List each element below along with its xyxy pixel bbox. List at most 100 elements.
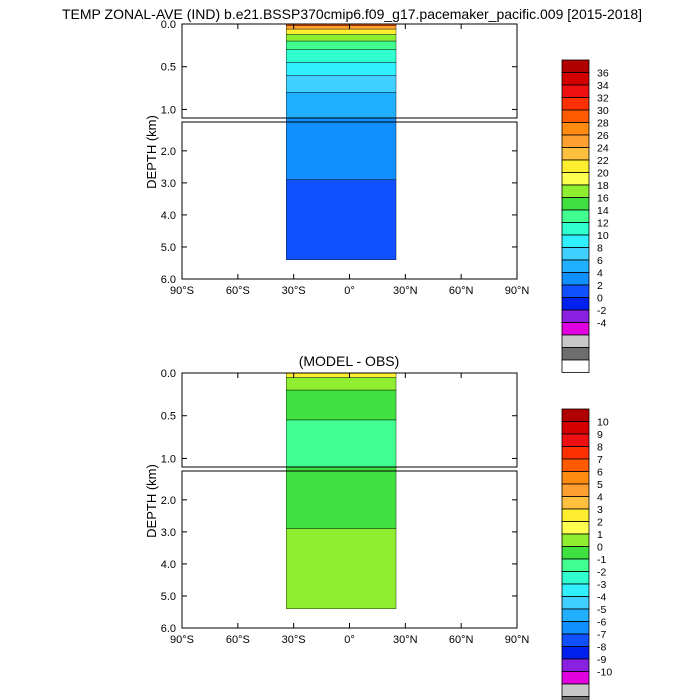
colorbar-label: 8 [597, 442, 603, 454]
x-tick-label: 30°S [282, 285, 306, 297]
colorbar-label: -7 [597, 629, 606, 641]
x-tick-label: 60°N [449, 285, 474, 297]
plots: 0.00.51.02.03.04.05.06.090°S 60°S 30°S 0° 30… [144, 19, 612, 700]
colorbar-swatch [561, 658, 590, 672]
contour-band [286, 49, 397, 63]
y-tick-label: 6.0 [161, 274, 176, 286]
colorbar-swatch [561, 583, 590, 597]
y-tick-label: 1.0 [161, 104, 176, 116]
colorbar-swatch [561, 284, 590, 298]
contour-band [286, 40, 397, 50]
contour-band [286, 92, 397, 119]
y-tick-label: 2.0 [161, 495, 176, 507]
contour-band [286, 389, 397, 421]
colorbar-swatch [561, 309, 590, 323]
contour-band [286, 466, 397, 529]
colorbar-swatch [561, 322, 590, 336]
chart-2: (MODEL - OBS)0.00.51.02.03.04.05.06.090°… [144, 353, 612, 700]
colorbar-label: 30 [597, 105, 609, 117]
y-tick-label: 3.0 [161, 527, 176, 539]
x-tick-label: 0° [344, 634, 355, 646]
colorbar-label: 7 [597, 454, 603, 466]
colorbar-label: 9 [597, 429, 603, 441]
colorbar-swatch [561, 446, 590, 460]
colorbar-swatch [561, 558, 590, 572]
colorbar-swatch [561, 696, 590, 700]
colorbar-label: -1 [597, 554, 606, 566]
colorbar-label: 2 [597, 280, 603, 292]
colorbar-label: 14 [597, 205, 609, 217]
x-tick-label: 30°S [282, 634, 306, 646]
colorbar-label: -9 [597, 654, 606, 666]
y-tick-label: 0.5 [161, 62, 176, 74]
colorbar-swatch [561, 471, 590, 485]
colorbar-swatch [561, 646, 590, 660]
colorbar-swatch [561, 134, 590, 148]
colorbar-swatch [561, 72, 590, 86]
colorbar-swatch [561, 596, 590, 610]
colorbar-swatch [561, 546, 590, 560]
colorbar-label: 10 [597, 230, 609, 242]
colorbar-swatch [561, 247, 590, 261]
colorbar-label: 34 [597, 80, 609, 92]
colorbar-label: 4 [597, 268, 603, 280]
y-tick-label: 2.0 [161, 146, 176, 158]
y-tick-label: 3.0 [161, 178, 176, 190]
colorbar-label: 0 [597, 542, 603, 554]
colorbar-label: 12 [597, 218, 609, 230]
colorbar-label: 3 [597, 504, 603, 516]
colorbar-label: 6 [597, 467, 603, 479]
y-tick-label: 1.0 [161, 453, 176, 465]
colorbar-swatch [561, 184, 590, 198]
colorbar-swatch [561, 347, 590, 361]
colorbar-label: 22 [597, 155, 609, 167]
colorbar-label: 32 [597, 93, 609, 105]
x-tick-label: 90°S [170, 285, 194, 297]
colorbar-label: -3 [597, 579, 606, 591]
colorbar-swatch [561, 571, 590, 585]
colorbar-label: -5 [597, 604, 606, 616]
colorbar-swatch [561, 621, 590, 635]
colorbar-label: 1 [597, 529, 603, 541]
x-tick-label: 90°N [505, 634, 530, 646]
contour-band [286, 528, 397, 609]
contour-band [286, 372, 397, 378]
y-tick-label: 5.0 [161, 242, 176, 254]
colorbar-swatch [561, 683, 590, 697]
colorbar-swatch [561, 234, 590, 248]
chart-1: 0.0 0.5 1.0 2.0 3.0 4.0 5.0 6.090°S 60°S 30°S 0° 30… [144, 19, 609, 373]
colorbar-swatch [561, 59, 590, 73]
colorbar-label: 24 [597, 143, 609, 155]
colorbar-label: 4 [597, 492, 603, 504]
colorbar-swatch [561, 172, 590, 186]
x-tick-label: 60°S [226, 634, 250, 646]
colorbar-label: -8 [597, 642, 606, 654]
colorbar-swatch [561, 84, 590, 98]
x-tick-label: 30°N [393, 285, 418, 297]
colorbar-swatch [561, 297, 590, 311]
colorbar-swatch [561, 359, 590, 373]
y-tick-label: 4.0 [161, 210, 176, 222]
colorbar-swatch [561, 533, 590, 547]
colorbar-swatch [561, 483, 590, 497]
contour-band [286, 34, 397, 42]
contour-band [286, 75, 397, 93]
colorbar-label: 16 [597, 193, 609, 205]
colorbar-label: 5 [597, 479, 603, 491]
colorbar-swatch [561, 458, 590, 472]
colorbar-swatch [561, 109, 590, 123]
x-tick-label: 90°N [505, 285, 530, 297]
x-tick-label: 0° [344, 285, 355, 297]
colorbar-swatch [561, 496, 590, 510]
y-tick-label: 5.0 [161, 591, 176, 603]
y-tick-label: 4.0 [161, 559, 176, 571]
y-axis-label: DEPTH (km) [144, 464, 159, 538]
colorbar-label: 20 [597, 168, 609, 180]
colorbar-label: 2 [597, 517, 603, 529]
colorbar-swatch [561, 521, 590, 535]
colorbar-label: 36 [597, 68, 609, 80]
y-tick-label: 0.5 [161, 411, 176, 423]
colorbar-swatch [561, 147, 590, 161]
colorbar-label: -2 [597, 305, 606, 317]
